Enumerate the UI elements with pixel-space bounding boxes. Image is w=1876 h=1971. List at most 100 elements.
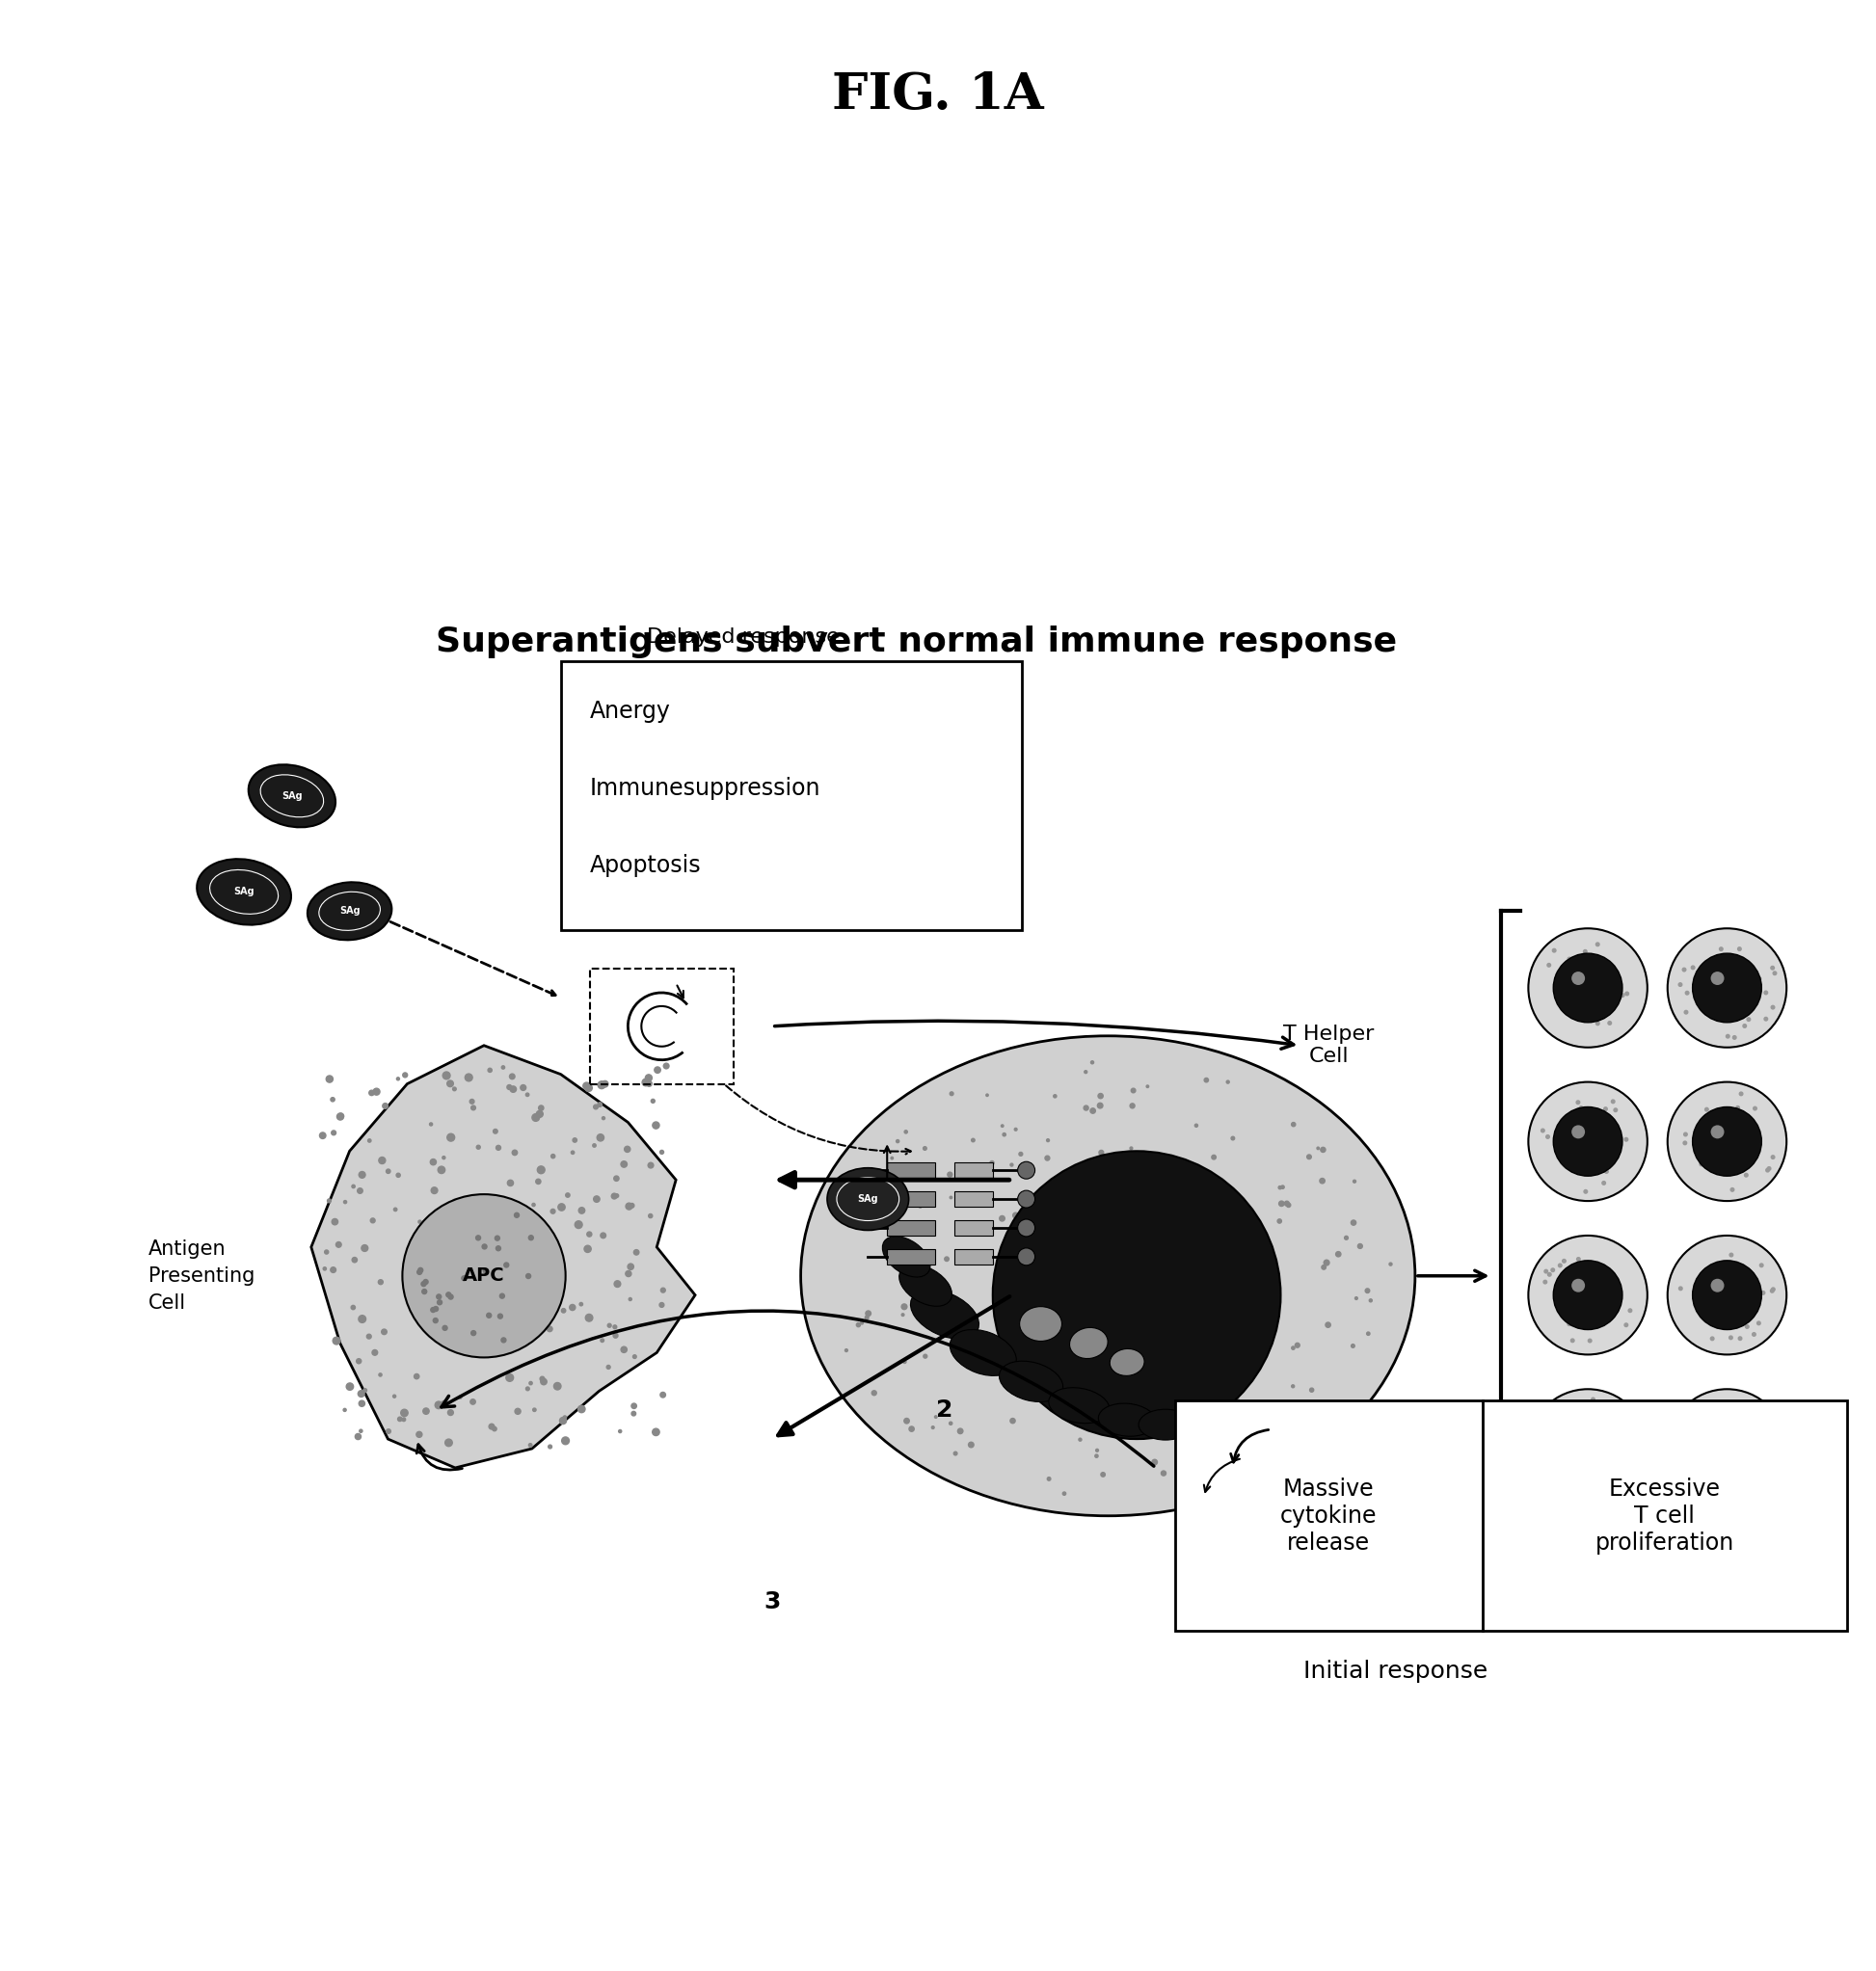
Circle shape	[1144, 1380, 1148, 1386]
Circle shape	[902, 1360, 906, 1364]
Circle shape	[445, 1439, 452, 1447]
Circle shape	[1002, 1133, 1006, 1135]
Circle shape	[1763, 1017, 1767, 1021]
Circle shape	[1687, 1443, 1690, 1447]
Circle shape	[1553, 954, 1623, 1023]
Circle shape	[1743, 1025, 1747, 1027]
Circle shape	[612, 1192, 617, 1198]
Circle shape	[510, 1074, 514, 1080]
Circle shape	[1017, 1248, 1036, 1265]
Circle shape	[537, 1112, 542, 1118]
Circle shape	[1702, 1149, 1705, 1153]
Circle shape	[1679, 984, 1683, 986]
Text: Massive
cytokine
release: Massive cytokine release	[1279, 1478, 1377, 1555]
Circle shape	[1144, 1187, 1150, 1192]
Circle shape	[1336, 1252, 1341, 1257]
Circle shape	[486, 1313, 492, 1319]
Circle shape	[439, 1220, 445, 1224]
Circle shape	[634, 1250, 640, 1256]
Circle shape	[1324, 1259, 1330, 1265]
Circle shape	[1204, 1078, 1208, 1082]
Circle shape	[1064, 1297, 1066, 1299]
Circle shape	[1737, 1466, 1741, 1470]
Circle shape	[1600, 1281, 1604, 1285]
Circle shape	[957, 1429, 962, 1433]
Circle shape	[386, 1169, 390, 1173]
Circle shape	[1587, 1001, 1591, 1005]
Circle shape	[1259, 1437, 1264, 1443]
Circle shape	[443, 1157, 445, 1159]
Circle shape	[514, 1409, 522, 1415]
Circle shape	[578, 1208, 585, 1214]
Circle shape	[904, 1129, 908, 1133]
Circle shape	[1101, 1472, 1105, 1476]
Circle shape	[561, 1309, 567, 1313]
Circle shape	[358, 1401, 364, 1407]
Circle shape	[525, 1388, 529, 1392]
Circle shape	[1203, 1263, 1206, 1267]
Circle shape	[1591, 1323, 1595, 1325]
Circle shape	[1308, 1155, 1311, 1159]
Circle shape	[660, 1287, 666, 1293]
Circle shape	[1568, 1323, 1570, 1326]
Circle shape	[1002, 1125, 1004, 1127]
Circle shape	[627, 1202, 632, 1210]
Circle shape	[957, 1325, 961, 1328]
Circle shape	[437, 1295, 441, 1299]
Circle shape	[992, 1151, 1281, 1439]
Circle shape	[1566, 1459, 1568, 1461]
Circle shape	[533, 1114, 540, 1121]
Circle shape	[353, 1257, 356, 1263]
Circle shape	[1553, 1413, 1623, 1484]
Circle shape	[934, 1415, 936, 1417]
Circle shape	[488, 1068, 492, 1072]
Circle shape	[565, 1192, 570, 1196]
Circle shape	[621, 1161, 627, 1167]
Circle shape	[525, 1094, 529, 1096]
Circle shape	[405, 1256, 411, 1259]
Circle shape	[1540, 1129, 1544, 1131]
Circle shape	[1611, 970, 1615, 972]
Text: Apoptosis: Apoptosis	[589, 853, 702, 877]
Circle shape	[360, 1429, 362, 1433]
Circle shape	[1266, 1295, 1270, 1299]
Circle shape	[1587, 1459, 1589, 1461]
Circle shape	[1131, 1088, 1135, 1092]
Circle shape	[1321, 1147, 1326, 1153]
Circle shape	[550, 1208, 555, 1214]
Circle shape	[1163, 1228, 1167, 1232]
Circle shape	[1685, 1468, 1688, 1470]
Circle shape	[932, 1427, 934, 1429]
Circle shape	[1773, 972, 1777, 976]
Circle shape	[471, 1106, 477, 1110]
Text: FIG. 1A: FIG. 1A	[833, 71, 1043, 120]
Circle shape	[1724, 1108, 1728, 1112]
Circle shape	[1129, 1104, 1135, 1108]
Circle shape	[1022, 1175, 1026, 1177]
Circle shape	[1576, 1131, 1580, 1135]
Circle shape	[355, 1433, 360, 1439]
Circle shape	[872, 1392, 876, 1395]
Circle shape	[446, 1080, 454, 1086]
Circle shape	[1146, 1153, 1152, 1159]
Circle shape	[1279, 1200, 1283, 1206]
Circle shape	[1572, 1433, 1585, 1447]
Circle shape	[507, 1181, 514, 1187]
Circle shape	[386, 1429, 390, 1433]
Circle shape	[583, 1246, 591, 1252]
Circle shape	[448, 1295, 454, 1299]
Circle shape	[370, 1218, 375, 1222]
Circle shape	[861, 1190, 867, 1196]
Circle shape	[1589, 1003, 1591, 1007]
Circle shape	[1096, 1449, 1099, 1453]
Circle shape	[529, 1285, 537, 1291]
Circle shape	[448, 1206, 452, 1210]
Circle shape	[949, 1092, 953, 1096]
Circle shape	[1103, 1283, 1107, 1287]
Circle shape	[1583, 950, 1587, 954]
Circle shape	[338, 1114, 343, 1120]
Circle shape	[1191, 1317, 1193, 1319]
Circle shape	[1694, 1127, 1698, 1131]
Circle shape	[446, 1133, 454, 1141]
Text: SAg: SAg	[340, 907, 360, 917]
